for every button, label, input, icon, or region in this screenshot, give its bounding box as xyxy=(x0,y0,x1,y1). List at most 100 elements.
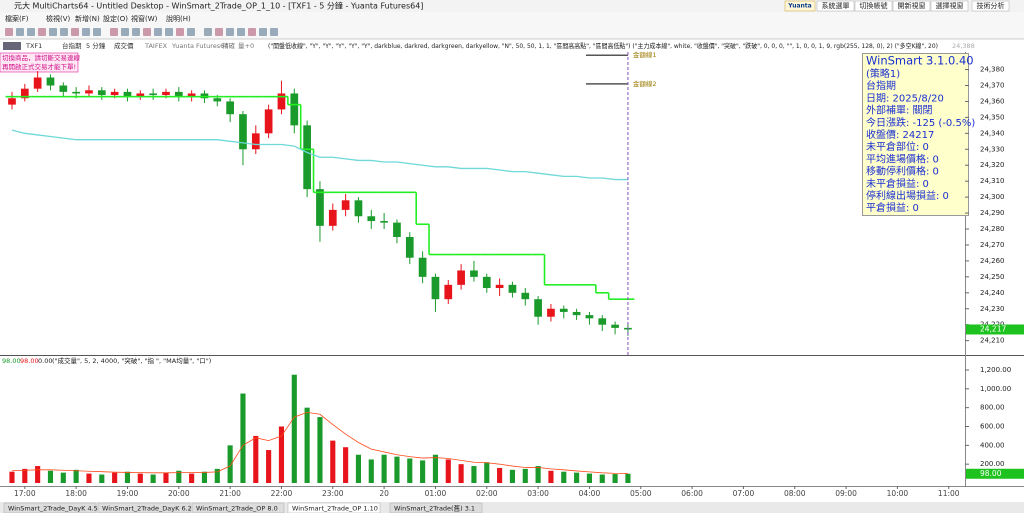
tab-label: WinSmart_2Trade(舊) 3.1 xyxy=(394,504,475,513)
volume-bar xyxy=(227,445,233,483)
volume-bar xyxy=(9,471,15,483)
y-tick-label: 400.00 xyxy=(980,441,1005,449)
candle-body xyxy=(611,324,619,328)
window-button[interactable] xyxy=(971,0,1010,12)
candle-body xyxy=(431,276,440,300)
tab[interactable] xyxy=(287,502,381,513)
volume-ma xyxy=(11,411,628,474)
candle-body xyxy=(97,90,106,96)
toolbar-icon[interactable] xyxy=(49,28,57,36)
candle-body xyxy=(470,270,478,277)
toolbar-icon[interactable] xyxy=(143,28,151,36)
menu-item[interactable]: 視窗(W) xyxy=(131,14,158,23)
menu-item[interactable]: 檔案(F) xyxy=(5,14,29,23)
info-line: 移動停利價格: 0 xyxy=(866,165,939,178)
y-tick-label: 24,240 xyxy=(980,289,1005,297)
x-tick-label: 19:00 xyxy=(117,489,139,498)
y-tick-label: 24,350 xyxy=(980,113,1005,121)
volume-bar xyxy=(548,470,554,483)
toolbar-icon[interactable] xyxy=(226,28,234,36)
window-button[interactable] xyxy=(816,0,855,12)
y-tick-label: 24,310 xyxy=(980,177,1005,185)
x-tick-label: 01:00 xyxy=(425,489,447,498)
title-bar xyxy=(0,0,1024,12)
x-tick-label: 23:00 xyxy=(322,489,344,498)
y-tick-label: 24,250 xyxy=(980,273,1005,281)
volume-bar xyxy=(163,472,169,483)
menu-item[interactable]: 說明(H) xyxy=(166,14,191,23)
toolbar-icon[interactable] xyxy=(259,28,267,36)
toolbar-icon[interactable] xyxy=(93,28,101,36)
x-tick-label: 20 xyxy=(379,489,389,498)
logo[interactable] xyxy=(784,0,816,12)
window-button[interactable] xyxy=(854,0,893,12)
volume-bar xyxy=(561,471,567,483)
volume-bar xyxy=(522,468,528,483)
volume-bar xyxy=(625,473,631,483)
volume-bar xyxy=(47,470,54,483)
window-button[interactable] xyxy=(930,0,969,12)
toolbar-icon[interactable] xyxy=(215,28,223,36)
info-box xyxy=(862,53,969,216)
toolbar-icon[interactable] xyxy=(165,28,173,36)
menu-item[interactable]: 新增(N) xyxy=(75,14,100,23)
tab-label: WinSmart_2Trade_DayK 4.5 xyxy=(8,505,98,513)
x-tick-label: 04:00 xyxy=(579,489,601,498)
x-tick-label: 02:00 xyxy=(476,489,498,498)
y-tick-label: 24,270 xyxy=(980,241,1005,249)
toolbar-icon[interactable] xyxy=(237,28,245,36)
window-button[interactable] xyxy=(892,0,931,12)
y-tick-label: 24,380 xyxy=(980,66,1005,74)
volume-bar xyxy=(86,473,92,483)
candle-body xyxy=(123,91,132,97)
volume-bar xyxy=(586,473,593,483)
candle-body xyxy=(149,93,157,96)
header-item: Yuanta Futures64 xyxy=(171,42,228,50)
volume-bar xyxy=(535,466,541,483)
info-line: 未平倉部位: 0 xyxy=(866,140,929,153)
x-tick-label: 08:00 xyxy=(784,489,806,498)
x-tick-label: 22:00 xyxy=(271,489,293,498)
volume-bar xyxy=(381,454,387,483)
toolbar-icon[interactable] xyxy=(270,28,278,36)
toolbar-icon[interactable] xyxy=(71,28,79,36)
ma-line xyxy=(11,129,628,181)
toolbar-icon[interactable] xyxy=(176,28,184,36)
toolbar-icon[interactable] xyxy=(16,28,24,36)
volume-bar xyxy=(73,469,79,483)
tab[interactable] xyxy=(3,502,97,513)
toolbar-icon[interactable] xyxy=(5,28,13,36)
toolbar-icon[interactable] xyxy=(132,28,140,36)
volume-header: 98.00 xyxy=(20,357,39,365)
toolbar-icon[interactable] xyxy=(27,28,35,36)
volume-header: 98.00 xyxy=(2,357,21,365)
x-tick-label: 06:00 xyxy=(681,489,703,498)
volume-bar xyxy=(509,469,516,483)
volume-bar xyxy=(99,474,105,483)
candle-body xyxy=(457,270,465,285)
toolbar-icon[interactable] xyxy=(154,28,162,36)
toolbar-icon[interactable] xyxy=(248,28,256,36)
toolbar-icon[interactable] xyxy=(110,28,118,36)
x-tick-label: 21:00 xyxy=(219,489,241,498)
toolbar-icon[interactable] xyxy=(121,28,129,36)
candle-body xyxy=(380,221,388,223)
toolbar-icon[interactable] xyxy=(187,28,195,36)
toolbar-icon[interactable] xyxy=(38,28,46,36)
tab[interactable] xyxy=(97,502,191,513)
volume-bar xyxy=(355,454,362,483)
y-tick-label: 24,330 xyxy=(980,145,1005,153)
tab[interactable] xyxy=(389,502,483,513)
toolbar-icon[interactable] xyxy=(204,28,212,36)
menu-item[interactable]: 設定(O) xyxy=(103,14,128,23)
candle-body xyxy=(572,311,581,316)
tab[interactable] xyxy=(191,502,285,513)
info-line: 台指期 xyxy=(866,79,896,92)
toolbar-icon[interactable] xyxy=(82,28,90,36)
menu-item[interactable]: 檢視(V) xyxy=(46,14,71,23)
header-item: 精確 xyxy=(222,41,236,50)
toolbar-icon[interactable] xyxy=(60,28,68,36)
volume-bar xyxy=(112,472,118,483)
candle-body xyxy=(495,284,504,289)
